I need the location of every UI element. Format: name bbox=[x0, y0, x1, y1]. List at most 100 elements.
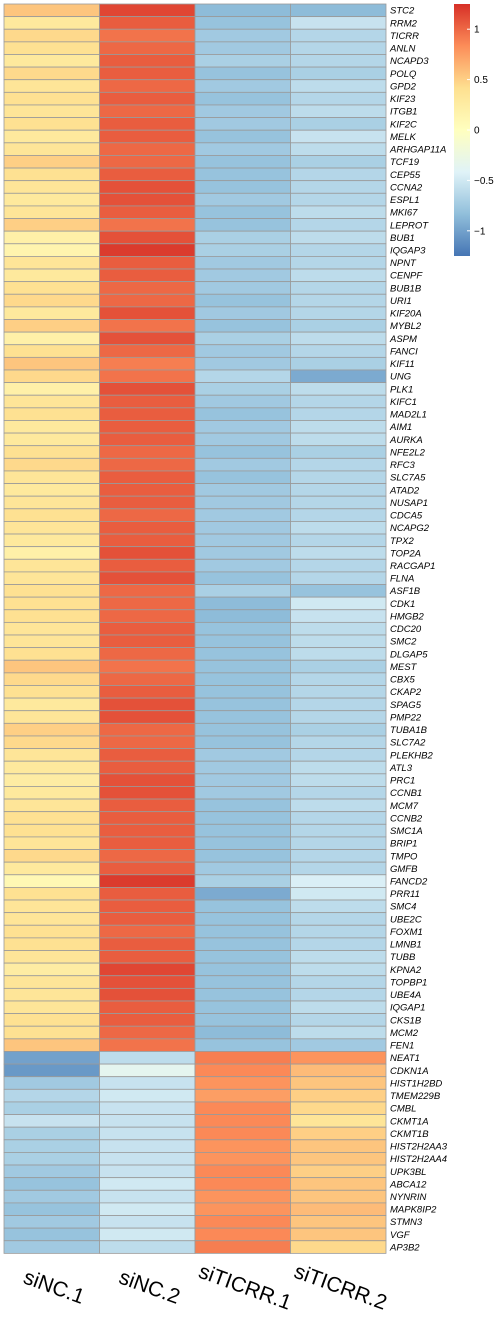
heatmap-cell bbox=[194, 1202, 291, 1216]
gene-label: ESPL1 bbox=[390, 195, 420, 206]
heatmap-cell bbox=[194, 382, 291, 396]
heatmap-cell bbox=[99, 218, 196, 232]
heatmap-cell bbox=[3, 142, 100, 156]
gene-label: SMC4 bbox=[390, 902, 416, 913]
heatmap-cell bbox=[290, 344, 387, 358]
heatmap-cell bbox=[194, 937, 291, 951]
gene-label: ASF1B bbox=[389, 586, 421, 597]
heatmap-cell bbox=[194, 319, 291, 333]
heatmap-cell bbox=[3, 420, 100, 434]
heatmap-cell bbox=[3, 1038, 100, 1052]
heatmap-cell bbox=[3, 1227, 100, 1242]
gene-label: PMP22 bbox=[390, 712, 422, 723]
heatmap-cell bbox=[99, 1051, 196, 1065]
heatmap-cell bbox=[194, 344, 291, 358]
heatmap-cell bbox=[290, 1038, 387, 1052]
heatmap-cell bbox=[194, 495, 291, 510]
heatmap-cell bbox=[194, 394, 291, 409]
heatmap-cell bbox=[99, 243, 196, 257]
gene-label: CCNB1 bbox=[390, 788, 422, 799]
heatmap-cell bbox=[3, 1202, 100, 1216]
gene-label: GPD2 bbox=[390, 81, 417, 92]
gene-label: GMFB bbox=[390, 864, 418, 875]
heatmap-cell bbox=[99, 823, 196, 838]
heatmap-cell bbox=[290, 798, 387, 813]
heatmap-cell bbox=[290, 66, 387, 81]
heatmap-cell bbox=[99, 1215, 196, 1229]
gene-label: KIF20A bbox=[390, 309, 422, 320]
heatmap-cell bbox=[3, 495, 100, 510]
heatmap-cell bbox=[3, 584, 100, 598]
heatmap-cell bbox=[290, 1177, 387, 1191]
gene-label: SMC1A bbox=[390, 826, 423, 837]
gene-label: ARHGAP11A bbox=[389, 145, 446, 156]
gene-label: BUB1 bbox=[390, 233, 415, 244]
heatmap-cell bbox=[3, 319, 100, 333]
gene-label: KIF23 bbox=[390, 94, 416, 105]
gene-label: CKMT1B bbox=[390, 1129, 429, 1140]
heatmap-cell bbox=[99, 685, 196, 699]
heatmap-cell bbox=[290, 596, 387, 611]
heatmap-cell bbox=[290, 1076, 387, 1090]
gene-label: FLNA bbox=[390, 574, 414, 585]
heatmap-cell bbox=[194, 899, 291, 914]
heatmap-cell bbox=[290, 546, 387, 560]
gene-label: NUSAP1 bbox=[390, 498, 428, 509]
heatmap-cell bbox=[3, 356, 100, 371]
heatmap-cell bbox=[99, 293, 196, 308]
gene-label: PLK1 bbox=[390, 384, 413, 395]
gene-label: LMNB1 bbox=[390, 940, 422, 951]
heatmap-cell bbox=[99, 356, 196, 371]
heatmap-cell bbox=[290, 445, 387, 459]
heatmap-cell bbox=[194, 155, 291, 169]
heatmap-cell bbox=[99, 533, 196, 548]
heatmap-cell bbox=[3, 609, 100, 623]
gene-label: RACGAP1 bbox=[390, 561, 435, 572]
gene-label: STMN3 bbox=[390, 1217, 423, 1228]
heatmap-cell bbox=[290, 155, 387, 169]
gene-label: POLQ bbox=[390, 69, 417, 80]
heatmap-cell bbox=[99, 420, 196, 434]
heatmap-cell bbox=[3, 394, 100, 409]
heatmap-cell bbox=[99, 16, 196, 30]
heatmap-cell bbox=[99, 230, 196, 245]
heatmap-cell bbox=[3, 1177, 100, 1191]
gene-label: HIST2H2AA3 bbox=[390, 1142, 448, 1153]
heatmap-cell bbox=[3, 407, 100, 421]
gene-label: CDK1 bbox=[390, 599, 415, 610]
heatmap-cell bbox=[3, 811, 100, 825]
heatmap-cell bbox=[99, 255, 196, 270]
gene-label: KPNA2 bbox=[390, 965, 422, 976]
heatmap-cell bbox=[194, 483, 291, 497]
heatmap-cell bbox=[290, 659, 387, 674]
heatmap-cell bbox=[194, 1227, 291, 1242]
heatmap-cell bbox=[290, 975, 387, 989]
heatmap-cell bbox=[194, 293, 291, 308]
heatmap-cell bbox=[3, 1139, 100, 1153]
heatmap-cell bbox=[194, 836, 291, 850]
heatmap-cell bbox=[99, 786, 196, 800]
heatmap-cell bbox=[194, 255, 291, 270]
heatmap-cell bbox=[290, 3, 387, 18]
heatmap-cell bbox=[99, 91, 196, 106]
heatmap-cell bbox=[194, 230, 291, 245]
gene-label: HIST1H2BD bbox=[390, 1078, 442, 1089]
heatmap-cell bbox=[3, 129, 100, 144]
heatmap-cell bbox=[3, 1189, 100, 1204]
heatmap-cell bbox=[3, 306, 100, 320]
heatmap-cell bbox=[99, 697, 196, 712]
heatmap-cell bbox=[99, 1000, 196, 1014]
heatmap-cell bbox=[99, 79, 196, 93]
gene-label: KIF2C bbox=[390, 119, 417, 130]
heatmap-cell bbox=[194, 205, 291, 219]
heatmap-cell bbox=[99, 344, 196, 358]
heatmap-cell bbox=[3, 508, 100, 522]
heatmap-cell bbox=[290, 571, 387, 585]
heatmap-cell bbox=[290, 937, 387, 951]
heatmap-cell bbox=[99, 912, 196, 926]
heatmap-cell bbox=[290, 899, 387, 914]
heatmap-cell bbox=[194, 1051, 291, 1065]
heatmap-cell bbox=[194, 672, 291, 686]
gene-label: DLGAP5 bbox=[390, 649, 428, 660]
